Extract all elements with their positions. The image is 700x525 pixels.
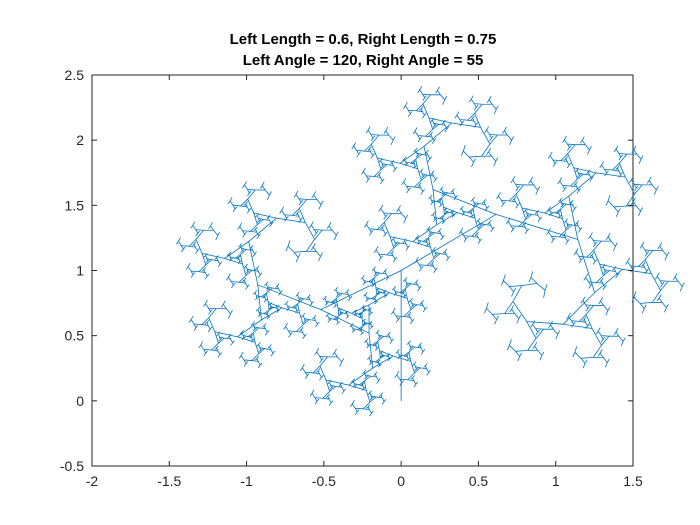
y-tick-label: -0.5	[60, 458, 84, 474]
axes-box	[91, 74, 634, 467]
x-tick-label: 1.5	[623, 473, 643, 489]
x-axis: -2 -1.5 -1 -0.5 0 0.5 1 1.5	[86, 75, 643, 489]
y-tick-label: 0.5	[65, 328, 85, 344]
y-tick-label: 2	[76, 132, 84, 148]
x-tick-label: 1	[552, 473, 560, 489]
x-tick-label: -0.5	[312, 473, 336, 489]
y-tick-label: 2.5	[65, 67, 85, 83]
fractal-tree	[176, 86, 685, 417]
x-tick-label: 0.5	[469, 473, 489, 489]
y-tick-label: 1	[76, 263, 84, 279]
plot-area	[91, 74, 685, 467]
chart-title-line-1: Left Length = 0.6, Right Length = 0.75	[230, 31, 497, 48]
chart-title-line-2: Left Angle = 120, Right Angle = 55	[243, 52, 484, 69]
y-axis: -0.5 0 0.5 1 1.5 2 2.5	[60, 67, 633, 474]
y-tick-label: 0	[76, 393, 84, 409]
x-tick-label: -1.5	[157, 473, 181, 489]
x-tick-label: -1	[240, 473, 253, 489]
y-tick-label: 1.5	[65, 197, 85, 213]
x-tick-label: 0	[397, 473, 405, 489]
fractal-tree-branches	[176, 86, 685, 417]
x-tick-label: -2	[86, 473, 99, 489]
